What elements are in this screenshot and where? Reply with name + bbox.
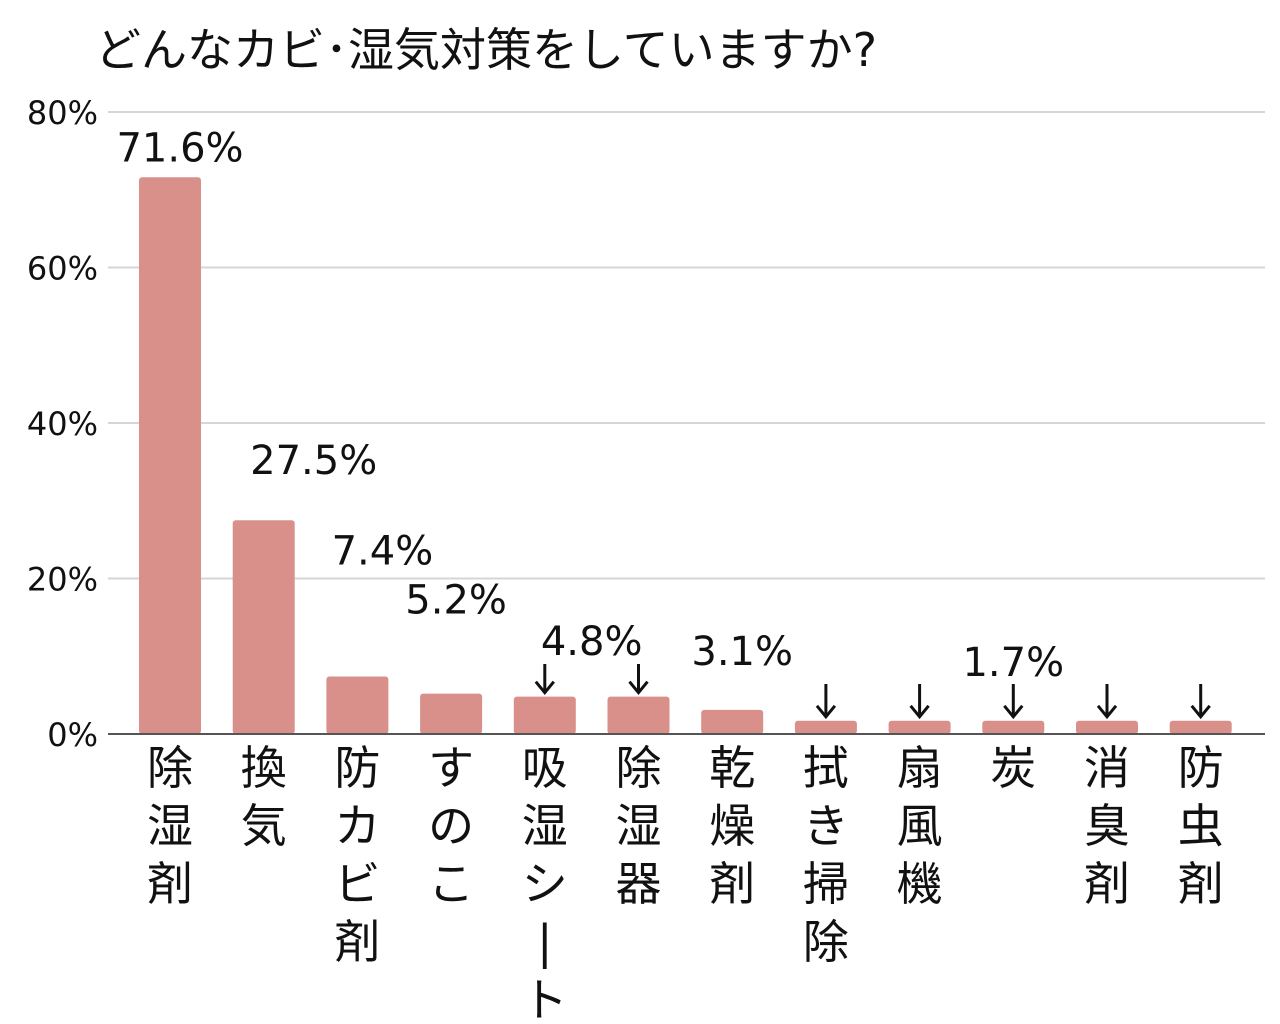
category-label: 消臭剤	[1084, 741, 1130, 911]
data-label: 5.2%	[405, 578, 507, 624]
bar	[982, 720, 1045, 734]
bar	[888, 720, 951, 734]
bar	[420, 693, 483, 734]
chart-title: どんなカビ･湿気対策をしていますか?	[95, 23, 877, 77]
bar	[701, 709, 764, 734]
y-tick-label: 80%	[27, 94, 98, 132]
category-label: 乾燥剤	[709, 741, 755, 911]
bar	[1169, 720, 1232, 734]
data-label: 7.4%	[332, 528, 434, 574]
bars	[139, 177, 1232, 734]
data-label: 27.5%	[250, 438, 377, 484]
data-label: 1.7%	[962, 640, 1064, 686]
y-tick-label: 0%	[47, 716, 98, 754]
data-label: 4.8%	[541, 619, 643, 665]
category-labels: 除湿剤 換気 防カビ剤 すのこ 吸湿シ|ト 除湿器 乾燥剤 拭き掃除 扇風機 炭 消臭剤 防虫剤	[147, 741, 1224, 1024]
category-label: 除湿器	[616, 741, 662, 911]
label-arrows	[534, 664, 1211, 720]
bar	[794, 720, 857, 734]
category-label: 拭き掃除	[803, 741, 849, 969]
y-tick-label: 20%	[27, 561, 98, 599]
data-label: 3.1%	[691, 629, 793, 675]
category-label: 扇風機	[897, 741, 943, 911]
y-axis-ticks: 0% 20% 40% 60% 80%	[27, 94, 98, 754]
data-label: 71.6%	[116, 125, 243, 171]
bar	[326, 676, 389, 734]
label-arrowhead	[909, 704, 930, 720]
label-arrowhead	[1190, 704, 1211, 720]
bar	[513, 696, 576, 734]
y-tick-label: 60%	[27, 250, 98, 288]
y-tick-label: 40%	[27, 405, 98, 443]
category-label: 除湿剤	[147, 741, 193, 911]
label-arrowhead	[1003, 704, 1024, 720]
bar	[232, 520, 295, 734]
category-label: すのこ	[428, 741, 474, 911]
bar	[1076, 720, 1138, 734]
gridlines	[108, 111, 1265, 580]
label-arrowhead	[815, 704, 837, 720]
category-label: 炭	[990, 741, 1036, 795]
category-label: 吸湿シ|ト	[522, 741, 568, 1024]
bar	[607, 696, 670, 734]
data-labels: 71.6% 27.5% 7.4%5.2% 4.8% 3.1% 1.7%	[116, 125, 1064, 686]
category-label: 防カビ剤	[334, 741, 380, 969]
category-label: 換気	[241, 741, 287, 853]
category-label: 防虫剤	[1178, 741, 1224, 911]
label-arrowhead	[628, 680, 649, 696]
label-arrowhead	[1096, 704, 1118, 720]
label-arrowhead	[534, 680, 555, 696]
bar	[139, 177, 201, 734]
